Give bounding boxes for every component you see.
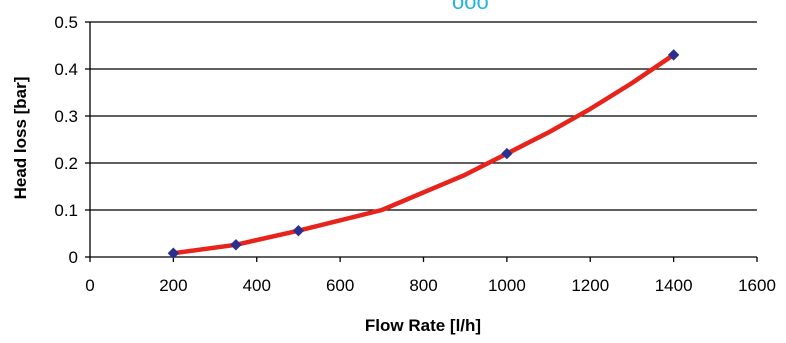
x-tick-label: 1200	[571, 276, 609, 295]
data-point-marker	[230, 239, 242, 251]
y-axis-title: Head loss [bar]	[11, 77, 30, 200]
data-point-marker	[167, 247, 180, 259]
y-tick-label: 0	[69, 248, 78, 267]
y-tick-label: 0.1	[54, 201, 78, 220]
x-tick-label: 0	[85, 276, 94, 295]
series-layer	[167, 49, 680, 259]
y-tick-label: 0.5	[54, 13, 78, 32]
data-point-marker	[292, 224, 305, 237]
series-line	[171, 52, 676, 256]
x-tick-label: 200	[159, 276, 187, 295]
x-tick-label: 600	[326, 276, 354, 295]
data-point-marker	[501, 147, 513, 160]
title-fragment: ooo	[452, 0, 489, 14]
x-tick-label: 1000	[488, 276, 526, 295]
y-tick-label: 0.4	[54, 60, 78, 79]
grid-layer	[90, 21, 757, 211]
x-tick-label: 1400	[655, 276, 693, 295]
title-fragment-text: ooo	[452, 0, 489, 14]
y-tick-label: 0.3	[54, 107, 78, 126]
axes-layer	[89, 22, 757, 258]
data-point-marker	[667, 49, 680, 61]
y-tick-label: 0.2	[54, 154, 78, 173]
x-axis-title: Flow Rate [l/h]	[365, 316, 481, 335]
ticks-layer: 0 0.1 0.2 0.3 0.4 0.5 0 200 400 600 800 1000 1200 140…	[54, 13, 776, 295]
x-tick-label: 1600	[738, 276, 776, 295]
x-tick-label: 800	[409, 276, 437, 295]
x-tick-label: 400	[243, 276, 271, 295]
